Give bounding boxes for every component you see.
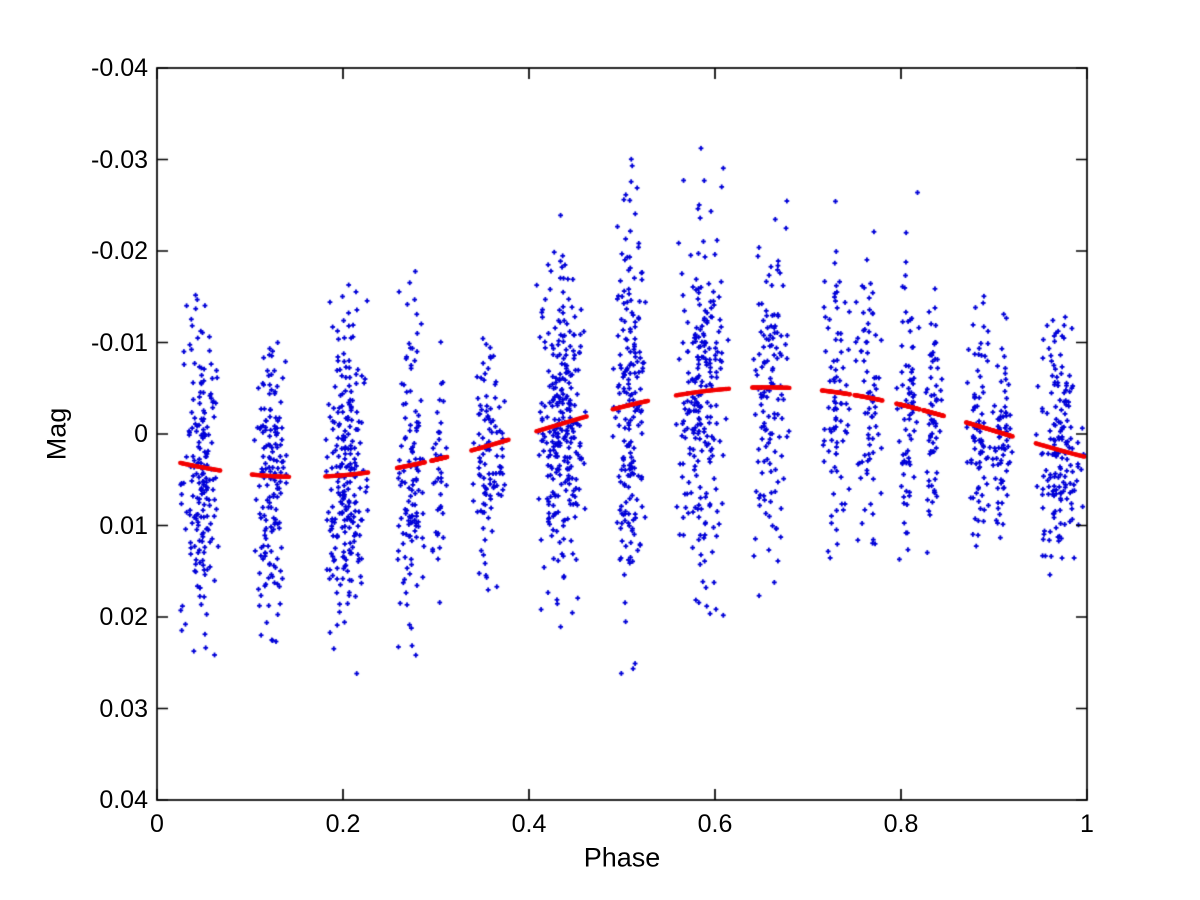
y-tick-label: -0.01 — [91, 328, 148, 357]
y-tick-label: -0.04 — [91, 54, 148, 82]
y-tick-label: -0.02 — [91, 237, 148, 265]
y-tick-label: -0.03 — [91, 145, 148, 174]
y-tick-label: 0.02 — [99, 603, 148, 631]
y-tick-label: 0.03 — [99, 694, 148, 723]
y-tick-label: 0.01 — [99, 511, 148, 540]
x-tick-label: 0 — [150, 810, 164, 838]
y-tick-label: 0 — [134, 420, 148, 448]
x-tick-label: 0.4 — [511, 810, 547, 838]
x-tick-label: 1 — [1080, 810, 1094, 838]
x-tick-label: 0.8 — [883, 810, 919, 838]
x-tick-label: 0.2 — [325, 810, 361, 838]
x-tick-label: 0.6 — [697, 810, 733, 838]
y-tick-label: 0.04 — [99, 786, 148, 814]
x-axis-label: Phase — [583, 842, 661, 873]
